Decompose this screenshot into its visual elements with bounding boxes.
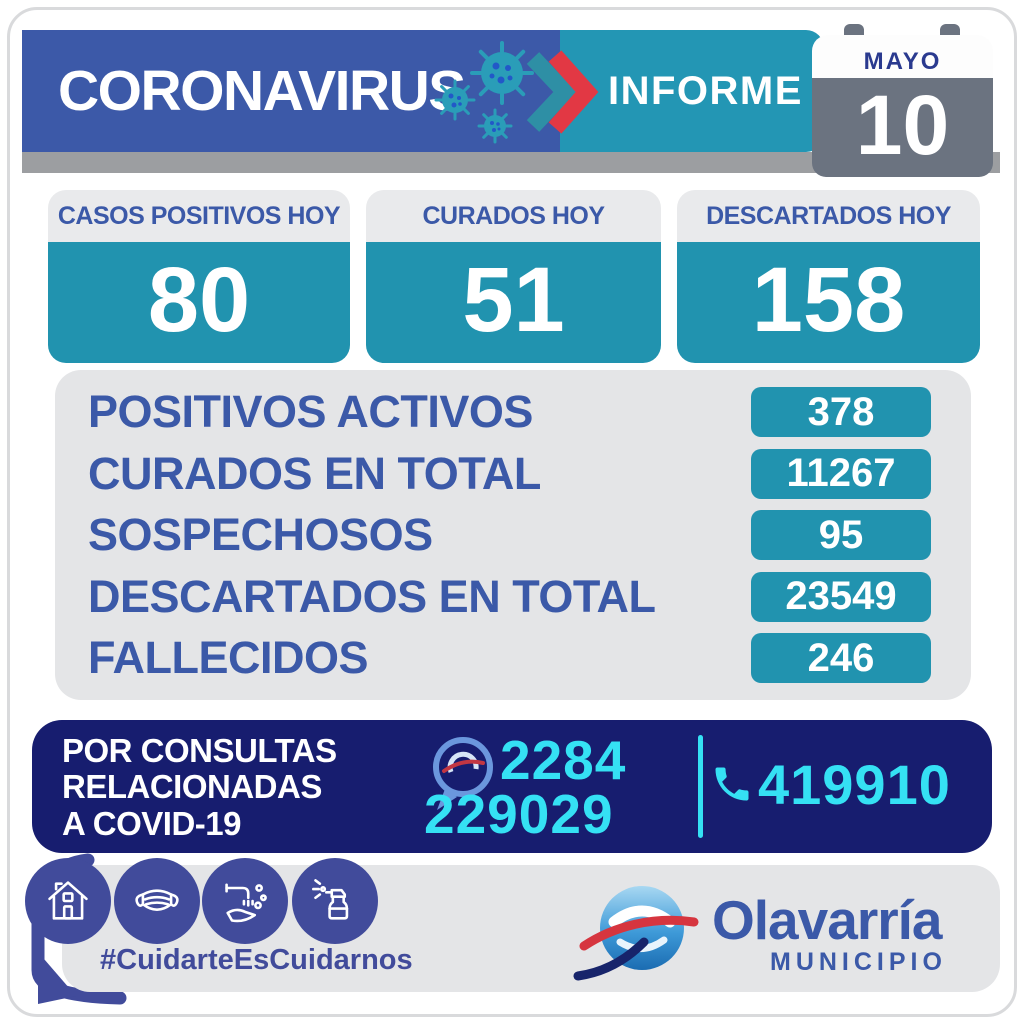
calendar-month: MAYO	[863, 48, 942, 75]
totals-label: SOSPECHOSOS	[88, 509, 433, 560]
stat-card-label: DESCARTADOS HOY	[677, 190, 980, 242]
header-underline-bar	[22, 152, 1000, 173]
whatsapp-number-line1: 2284	[500, 729, 627, 791]
totals-label: POSITIVOS ACTIVOS	[88, 386, 533, 437]
header-teal-band	[560, 30, 824, 152]
phone-number: 419910	[758, 753, 951, 816]
page-title: CORONAVIRUS	[58, 59, 466, 123]
contact-heading-line: A COVID-19	[62, 804, 241, 842]
totals-row-positivos-activos: POSITIVOS ACTIVOS 378	[88, 386, 931, 438]
totals-value: 95	[751, 510, 931, 560]
calendar-header: MAYO	[812, 35, 993, 78]
face-mask-icon	[114, 858, 200, 944]
stay-home-icon	[25, 858, 111, 944]
totals-value: 11267	[751, 448, 931, 499]
org-name: Olavarría	[712, 889, 943, 951]
calendar-icon: MAYO 10	[812, 20, 993, 177]
contact-heading-line: RELACIONADAS	[62, 768, 322, 806]
olavarria-logo-icon	[573, 886, 699, 981]
stat-card-descartados-hoy: DESCARTADOS HOY 158	[677, 190, 980, 363]
whatsapp-number-line2: 229029	[424, 783, 614, 845]
stat-card-positivos-hoy: CASOS POSITIVOS HOY 80	[48, 190, 350, 363]
stat-card-curados-hoy: CURADOS HOY 51	[366, 190, 661, 363]
hashtag-text: #CuidarteEsCuidarnos	[100, 944, 413, 976]
totals-value: 378	[751, 387, 931, 437]
totals-value: 246	[751, 633, 931, 683]
header-blue-band	[22, 30, 560, 152]
stat-card-label: CURADOS HOY	[366, 190, 661, 242]
totals-row-curados-total: CURADOS EN TOTAL 11267	[88, 448, 931, 500]
org-subtitle: MUNICIPIO	[770, 948, 947, 976]
virus-icons	[434, 41, 534, 144]
calendar-body: 10	[812, 78, 993, 177]
totals-row-sospechosos: SOSPECHOSOS 95	[88, 509, 931, 561]
stat-card-value: 80	[48, 242, 350, 363]
totals-row-descartados-total: DESCARTADOS EN TOTAL 23549	[88, 571, 931, 623]
contact-heading-line: POR CONSULTAS	[62, 732, 337, 769]
whatsapp-icon	[433, 737, 493, 810]
stat-card-value: 158	[677, 242, 980, 363]
header-subtitle: INFORME	[608, 68, 803, 113]
stat-card-value: 51	[366, 242, 661, 363]
totals-row-fallecidos: FALLECIDOS 246	[88, 632, 931, 684]
double-chevron-icon	[526, 50, 599, 134]
contact-bar: POR CONSULTAS RELACIONADAS A COVID-19 22…	[32, 720, 992, 853]
calendar-day: 10	[855, 78, 950, 172]
phone-icon	[715, 767, 749, 801]
totals-panel: POSITIVOS ACTIVOS 378 CURADOS EN TOTAL 1…	[55, 370, 971, 700]
stat-card-label: CASOS POSITIVOS HOY	[48, 190, 350, 242]
contact-heading: POR CONSULTAS RELACIONADAS A COVID-19	[62, 732, 337, 842]
totals-label: DESCARTADOS EN TOTAL	[88, 570, 656, 622]
contact-divider	[698, 735, 703, 838]
disinfectant-spray-icon	[292, 858, 378, 944]
hand-washing-icon	[202, 858, 288, 944]
totals-label: FALLECIDOS	[88, 632, 369, 683]
totals-label: CURADOS EN TOTAL	[88, 447, 541, 499]
totals-value: 23549	[751, 571, 931, 622]
